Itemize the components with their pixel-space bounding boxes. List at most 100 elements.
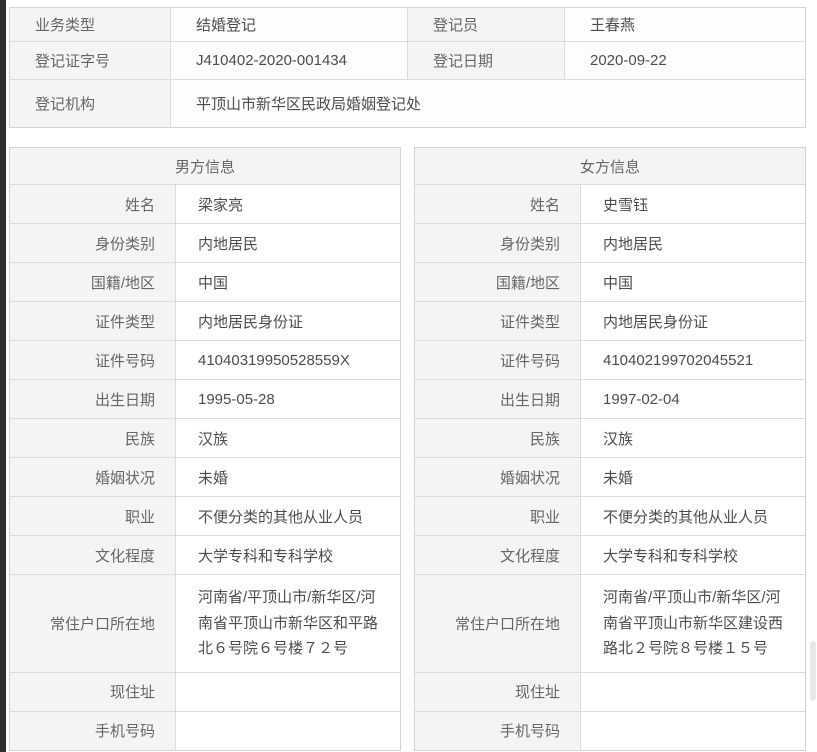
table-row: 身份类别 内地居民 (415, 223, 805, 262)
female-birth-date-value: 1997-02-04 (581, 380, 805, 418)
table-row: 职业 不便分类的其他从业人员 (10, 496, 400, 535)
table-row: 国籍/地区 中国 (415, 262, 805, 301)
female-identity-value: 内地居民 (581, 224, 805, 262)
female-cert-type-value: 内地居民身份证 (581, 302, 805, 340)
table-row: 证件类型 内地居民身份证 (10, 301, 400, 340)
female-household-address-value: 河南省/平顶山市/新华区/河南省平顶山市新华区建设西路北２号院８号楼１５号 (581, 575, 805, 672)
table-row: 证件号码 410402199702045521 (415, 340, 805, 379)
male-marital-status-value: 未婚 (176, 458, 400, 496)
reg-cert-no-value: J410402-2020-001434 (171, 42, 408, 79)
male-current-address-label: 现住址 (10, 672, 176, 711)
male-name-label: 姓名 (10, 185, 176, 223)
male-ethnicity-value: 汉族 (176, 419, 400, 457)
reg-agency-label: 登记机构 (10, 80, 171, 127)
table-row: 业务类型 结婚登记 登记员 王春燕 (10, 8, 805, 42)
reg-date-label: 登记日期 (408, 42, 565, 79)
female-cert-no-value: 410402199702045521 (581, 341, 805, 379)
male-identity-label: 身份类别 (10, 224, 176, 262)
female-household-address-label: 常住户口所在地 (415, 575, 581, 672)
table-row: 民族 汉族 (415, 418, 805, 457)
table-row: 婚姻状况 未婚 (415, 457, 805, 496)
male-education-value: 大学专科和专科学校 (176, 536, 400, 574)
male-occupation-label: 职业 (10, 497, 176, 535)
male-cert-type-label: 证件类型 (10, 302, 176, 340)
female-cert-type-label: 证件类型 (415, 302, 581, 340)
table-row: 姓名 史雪钰 (415, 184, 805, 223)
female-birth-date-label: 出生日期 (415, 380, 581, 418)
male-marital-status-label: 婚姻状况 (10, 458, 176, 496)
table-row: 手机号码 (415, 710, 805, 750)
table-row: 婚姻状况 未婚 (10, 457, 400, 496)
female-table-title: 女方信息 (415, 148, 805, 184)
male-ethnicity-label: 民族 (10, 419, 176, 457)
female-occupation-label: 职业 (415, 497, 581, 535)
table-row: 文化程度 大学专科和专科学校 (415, 535, 805, 574)
female-marital-status-label: 婚姻状况 (415, 458, 581, 496)
female-info-table: 女方信息 姓名 史雪钰 身份类别 内地居民 国籍/地区 中国 证件类型 内地居民… (414, 147, 806, 751)
male-cert-no-label: 证件号码 (10, 341, 176, 379)
female-marital-status-value: 未婚 (581, 458, 805, 496)
table-row: 证件号码 41040319950528559X (10, 340, 400, 379)
reg-agency-value: 平顶山市新华区民政局婚姻登记处 (171, 80, 805, 127)
reg-date-value: 2020-09-22 (565, 42, 805, 79)
reg-registrar-value: 王春燕 (565, 8, 805, 41)
male-birth-date-label: 出生日期 (10, 380, 176, 418)
registration-table: 业务类型 结婚登记 登记员 王春燕 登记证字号 J410402-2020-001… (9, 7, 806, 128)
reg-cert-no-label: 登记证字号 (10, 42, 171, 79)
female-ethnicity-value: 汉族 (581, 419, 805, 457)
person-tables: 男方信息 姓名 梁家亮 身份类别 内地居民 国籍/地区 中国 证件类型 内地居民… (9, 147, 806, 751)
male-birth-date-value: 1995-05-28 (176, 380, 400, 418)
table-row: 登记机构 平顶山市新华区民政局婚姻登记处 (10, 80, 805, 127)
table-row: 证件类型 内地居民身份证 (415, 301, 805, 340)
female-education-label: 文化程度 (415, 536, 581, 574)
table-row: 手机号码 (10, 710, 400, 750)
female-mobile-value (581, 711, 805, 750)
male-info-table: 男方信息 姓名 梁家亮 身份类别 内地居民 国籍/地区 中国 证件类型 内地居民… (9, 147, 401, 751)
male-mobile-label: 手机号码 (10, 711, 176, 750)
female-nationality-label: 国籍/地区 (415, 263, 581, 301)
male-current-address-value (176, 672, 400, 711)
male-education-label: 文化程度 (10, 536, 176, 574)
table-row: 文化程度 大学专科和专科学校 (10, 535, 400, 574)
table-row: 常住户口所在地 河南省/平顶山市/新华区/河南省平顶山市新华区和平路北６号院６号… (10, 574, 400, 672)
male-cert-type-value: 内地居民身份证 (176, 302, 400, 340)
male-occupation-value: 不便分类的其他从业人员 (176, 497, 400, 535)
table-row: 职业 不便分类的其他从业人员 (415, 496, 805, 535)
reg-registrar-label: 登记员 (408, 8, 565, 41)
table-row: 登记证字号 J410402-2020-001434 登记日期 2020-09-2… (10, 42, 805, 80)
reg-business-type-label: 业务类型 (10, 8, 171, 41)
female-name-value: 史雪钰 (581, 185, 805, 223)
male-nationality-value: 中国 (176, 263, 400, 301)
scrollbar-thumb[interactable] (810, 641, 816, 701)
male-identity-value: 内地居民 (176, 224, 400, 262)
table-row: 现住址 (415, 671, 805, 711)
female-identity-label: 身份类别 (415, 224, 581, 262)
reg-business-type-value: 结婚登记 (171, 8, 408, 41)
table-row: 常住户口所在地 河南省/平顶山市/新华区/河南省平顶山市新华区建设西路北２号院８… (415, 574, 805, 672)
male-mobile-value (176, 711, 400, 750)
female-ethnicity-label: 民族 (415, 419, 581, 457)
table-row: 民族 汉族 (10, 418, 400, 457)
table-row: 出生日期 1995-05-28 (10, 379, 400, 418)
male-nationality-label: 国籍/地区 (10, 263, 176, 301)
male-household-address-value: 河南省/平顶山市/新华区/河南省平顶山市新华区和平路北６号院６号楼７２号 (176, 575, 400, 672)
window-edge (0, 0, 6, 752)
table-row: 国籍/地区 中国 (10, 262, 400, 301)
male-table-title: 男方信息 (10, 148, 400, 184)
female-education-value: 大学专科和专科学校 (581, 536, 805, 574)
table-row: 现住址 (10, 671, 400, 711)
table-row: 姓名 梁家亮 (10, 184, 400, 223)
male-household-address-label: 常住户口所在地 (10, 575, 176, 672)
content-area: 业务类型 结婚登记 登记员 王春燕 登记证字号 J410402-2020-001… (9, 7, 806, 751)
male-name-value: 梁家亮 (176, 185, 400, 223)
female-mobile-label: 手机号码 (415, 711, 581, 750)
female-current-address-label: 现住址 (415, 672, 581, 711)
female-cert-no-label: 证件号码 (415, 341, 581, 379)
male-cert-no-value: 41040319950528559X (176, 341, 400, 379)
table-row: 出生日期 1997-02-04 (415, 379, 805, 418)
female-name-label: 姓名 (415, 185, 581, 223)
table-row: 身份类别 内地居民 (10, 223, 400, 262)
female-current-address-value (581, 672, 805, 711)
female-occupation-value: 不便分类的其他从业人员 (581, 497, 805, 535)
